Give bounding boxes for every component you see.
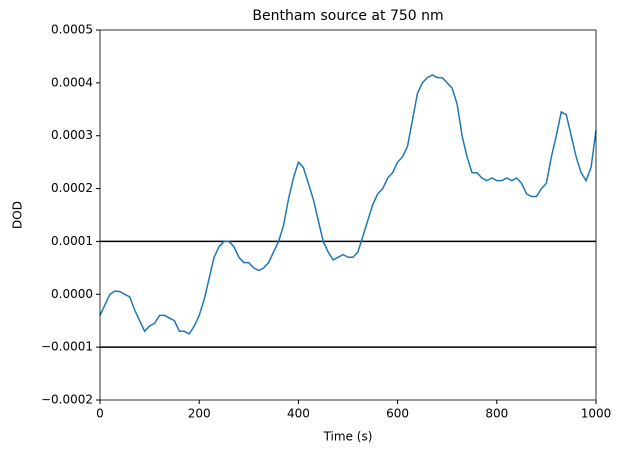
x-tick-label: 400 xyxy=(287,407,310,421)
y-tick-label: 0.0002 xyxy=(51,181,93,195)
x-tick-label: 600 xyxy=(386,407,409,421)
x-tick-label: 0 xyxy=(96,407,104,421)
y-tick-label: −0.0002 xyxy=(41,393,93,407)
data-line xyxy=(99,74,597,335)
y-tick-label: 0.0001 xyxy=(51,234,93,248)
x-tick-label: 1000 xyxy=(581,407,612,421)
y-axis-label: DOD xyxy=(11,201,25,229)
y-tick-label: 0.0004 xyxy=(51,75,93,89)
x-tick-label: 200 xyxy=(188,407,211,421)
plot-frame xyxy=(99,29,597,401)
y-tick-label: 0.0003 xyxy=(51,128,93,142)
y-tick-label: 0.0005 xyxy=(51,23,93,37)
y-tick-label: 0.0000 xyxy=(51,287,93,301)
chart-title: Bentham source at 750 nm xyxy=(252,8,443,24)
x-axis-label: Time (s) xyxy=(323,430,373,444)
x-tick-label: 800 xyxy=(485,407,508,421)
y-tick-label: −0.0001 xyxy=(41,340,93,354)
